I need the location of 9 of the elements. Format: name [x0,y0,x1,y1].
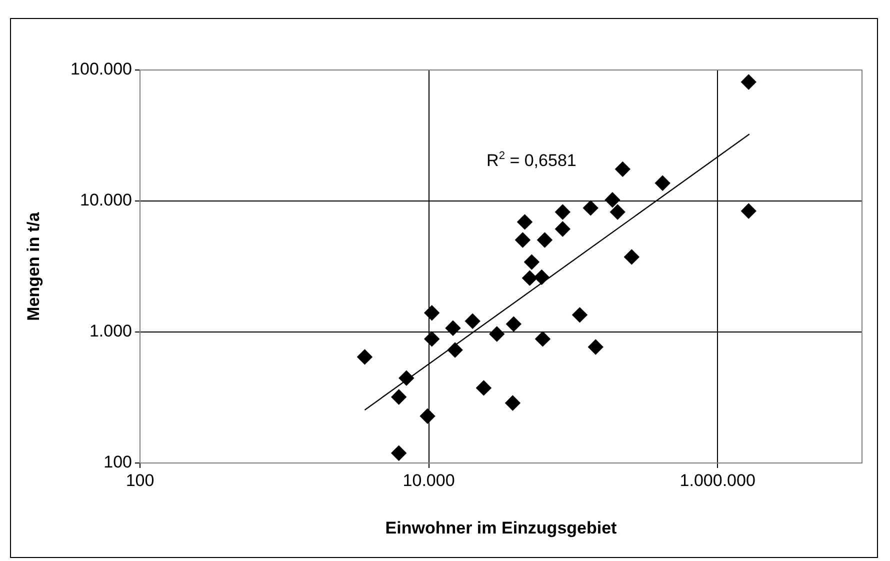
x-tick-label: 1.000.000 [680,470,756,490]
x-tick-label: 100 [126,470,154,490]
y-tick-label: 100 [104,452,132,472]
y-tick-label: 1.000 [89,322,132,341]
y-tick-label: 100.000 [70,60,132,79]
x-axis-title: Einwohner im Einzugsgebiet [385,518,618,538]
x-tick-label: 10.000 [402,470,455,490]
y-axis-title: Mengen in t/a [24,212,43,321]
y-tick-label: 10.000 [80,190,132,210]
